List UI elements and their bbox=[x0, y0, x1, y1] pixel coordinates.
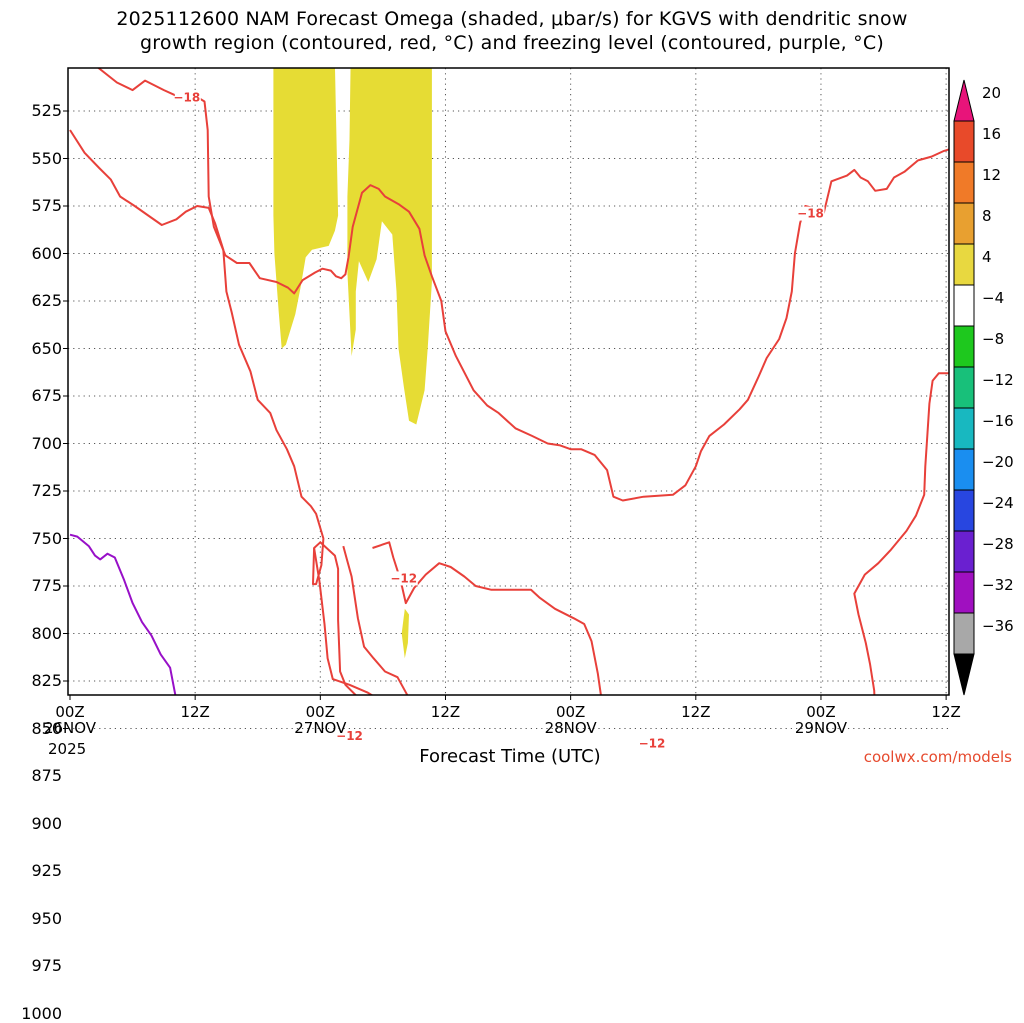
colorbar-label: 16 bbox=[982, 125, 1001, 143]
y-tick-label: 900 bbox=[0, 814, 62, 833]
y-tick-label: 750 bbox=[0, 529, 62, 548]
colorbar-label: −36 bbox=[982, 617, 1014, 635]
y-tick-label: 800 bbox=[0, 624, 62, 643]
y-tick-label: 525 bbox=[0, 101, 62, 120]
x-tick-label: 12Z bbox=[906, 704, 986, 720]
colorbar-label: 12 bbox=[982, 166, 1001, 184]
colorbar-label: −20 bbox=[982, 453, 1014, 471]
y-tick-label: 950 bbox=[0, 909, 62, 928]
colorbar-swatch bbox=[954, 326, 974, 367]
contour-label: −18 bbox=[797, 207, 824, 221]
colorbar-label: −24 bbox=[982, 494, 1014, 512]
colorbar-label: −8 bbox=[982, 330, 1004, 348]
colorbar-swatch bbox=[954, 203, 974, 244]
chart-svg: −18−18−12−12−12 bbox=[0, 0, 1024, 768]
y-tick-label: 650 bbox=[0, 339, 62, 358]
contour-label: −12 bbox=[390, 571, 417, 585]
x-tick-label: 12Z bbox=[155, 704, 235, 720]
y-tick-label: 600 bbox=[0, 244, 62, 263]
x-tick-label: 12Z bbox=[405, 704, 485, 720]
colorbar-swatch bbox=[954, 613, 974, 654]
colorbar-label: −12 bbox=[982, 371, 1014, 389]
plot-background bbox=[68, 68, 949, 695]
y-tick-label: 775 bbox=[0, 576, 62, 595]
credit-link[interactable]: coolwx.com/models bbox=[812, 748, 1012, 766]
x-axis-title: Forecast Time (UTC) bbox=[340, 746, 680, 767]
colorbar-swatch bbox=[954, 449, 974, 490]
colorbar-label: −16 bbox=[982, 412, 1014, 430]
y-tick-label: 575 bbox=[0, 196, 62, 215]
y-tick-label: 700 bbox=[0, 434, 62, 453]
y-tick-label: 875 bbox=[0, 766, 62, 785]
colorbar-swatch bbox=[954, 162, 974, 203]
colorbar-swatch bbox=[954, 572, 974, 613]
colorbar-label: −32 bbox=[982, 576, 1014, 594]
colorbar-swatch bbox=[954, 490, 974, 531]
colorbar-swatch bbox=[954, 531, 974, 572]
colorbar-swatch bbox=[954, 408, 974, 449]
x-tick-label: 12Z bbox=[656, 704, 736, 720]
colorbar-label: 4 bbox=[982, 248, 992, 266]
colorbar-label: 8 bbox=[982, 207, 992, 225]
colorbar-swatch bbox=[954, 244, 974, 285]
contour-label: −18 bbox=[173, 91, 200, 105]
colorbar-swatch bbox=[954, 121, 974, 162]
y-tick-label: 1000 bbox=[0, 1004, 62, 1023]
colorbar-label: −4 bbox=[982, 289, 1004, 307]
colorbar-swatch bbox=[954, 285, 974, 326]
colorbar bbox=[954, 80, 974, 695]
colorbar-arrow-top bbox=[954, 80, 974, 121]
year-label: 2025 bbox=[48, 740, 86, 758]
omega-shaded-region bbox=[137, 710, 150, 769]
y-tick-label: 975 bbox=[0, 956, 62, 975]
colorbar-arrow-bottom bbox=[954, 654, 974, 695]
y-tick-label: 625 bbox=[0, 291, 62, 310]
y-tick-label: 675 bbox=[0, 386, 62, 405]
y-tick-label: 825 bbox=[0, 671, 62, 690]
y-tick-label: 550 bbox=[0, 149, 62, 168]
colorbar-label: 20 bbox=[982, 84, 1001, 102]
colorbar-label: −28 bbox=[982, 535, 1014, 553]
y-tick-label: 925 bbox=[0, 861, 62, 880]
title-line-1: 2025112600 NAM Forecast Omega (shaded, μ… bbox=[0, 8, 1024, 30]
colorbar-swatch bbox=[954, 367, 974, 408]
y-tick-label: 725 bbox=[0, 481, 62, 500]
title-line-2: growth region (contoured, red, °C) and f… bbox=[0, 32, 1024, 54]
